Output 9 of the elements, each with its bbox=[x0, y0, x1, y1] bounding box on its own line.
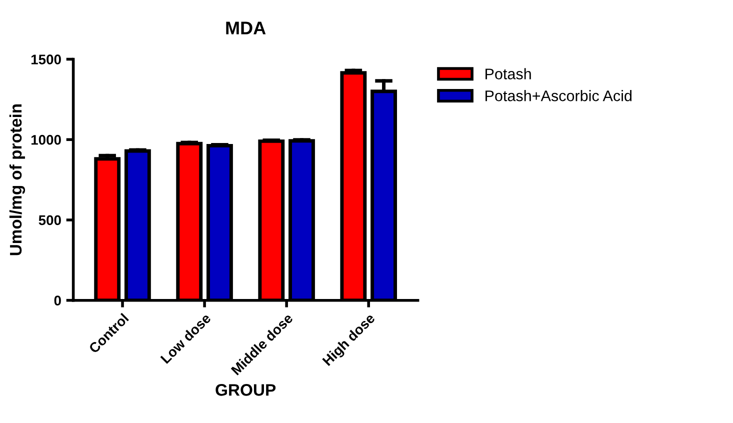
y-tick-label: 1000 bbox=[31, 134, 61, 145]
x-axis-title: GROUP bbox=[216, 384, 276, 396]
y-tick-label: 0 bbox=[54, 296, 61, 306]
legend-label: Potash bbox=[486, 68, 531, 80]
chart-title: MDA bbox=[226, 22, 266, 34]
y-axis-title: Umol/mg of protein bbox=[9, 104, 26, 256]
legend-label: Potash+Ascorbic Acid bbox=[486, 90, 632, 102]
y-tick-label: 500 bbox=[38, 215, 61, 226]
y-tick-label: 1500 bbox=[31, 54, 61, 64]
